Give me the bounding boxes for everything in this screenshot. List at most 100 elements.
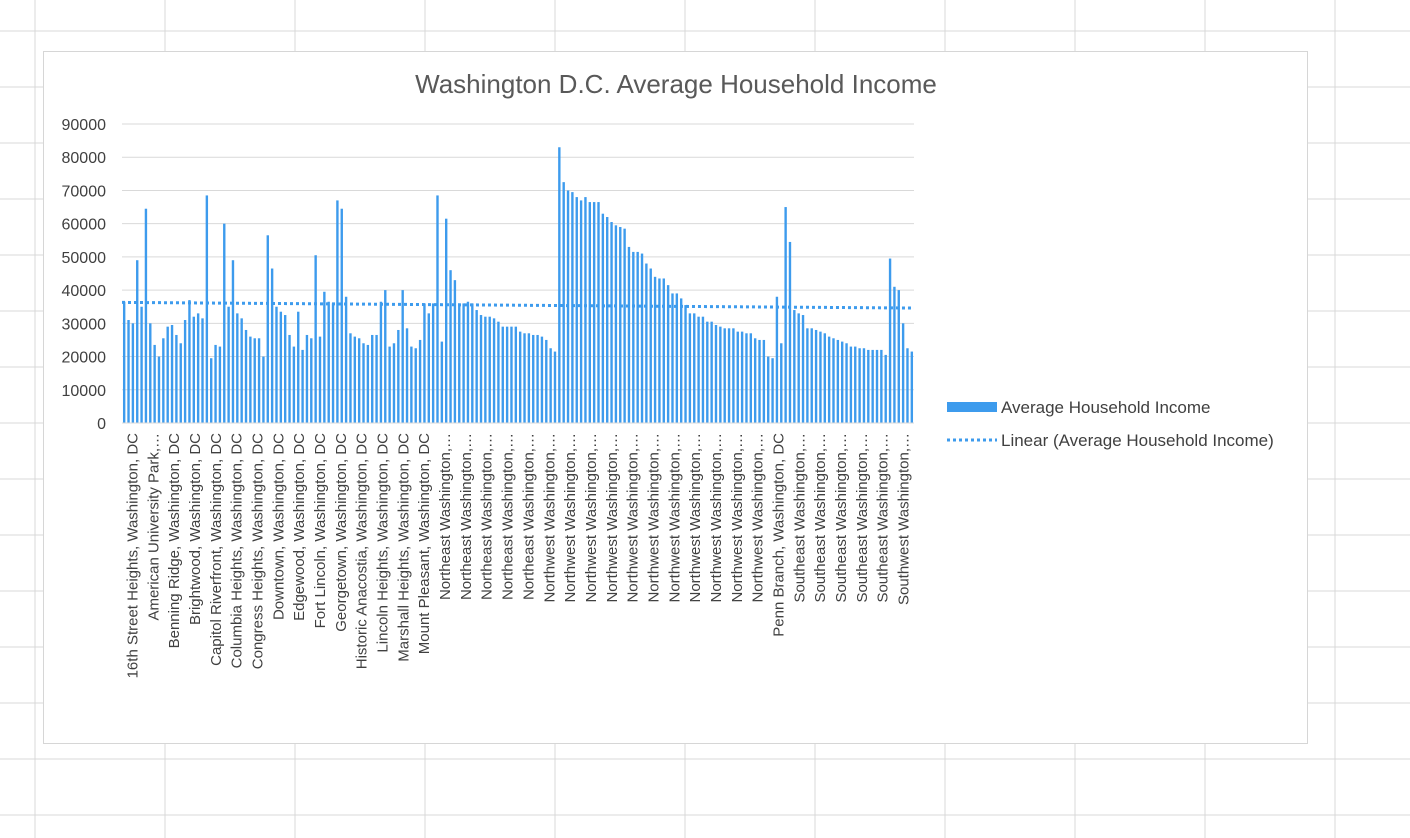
bar (175, 334, 178, 423)
bar (331, 303, 335, 423)
bar (523, 333, 526, 423)
x-category-label: Columbia Heights, Washington, DC (229, 433, 246, 669)
bar (906, 348, 909, 423)
bar (784, 207, 787, 423)
bar (836, 339, 840, 423)
x-category-label: Capitol Riverfront, Washington, DC (208, 433, 225, 666)
bar (270, 268, 274, 423)
bar (710, 321, 713, 423)
bar (736, 331, 739, 423)
legend-swatch-bars (947, 402, 997, 412)
bar (405, 328, 409, 423)
bar (684, 305, 687, 423)
bar (632, 251, 635, 423)
x-category-label: Fort Lincoln, Washington, DC (312, 433, 329, 629)
bar (845, 343, 848, 423)
bar (871, 349, 874, 423)
bar (201, 318, 204, 423)
bar (505, 326, 509, 423)
bar (314, 255, 317, 423)
x-category-label: Brightwood, Washington, DC (187, 433, 204, 625)
bar (140, 306, 143, 423)
chart-area[interactable]: Washington D.C. Average Household Income… (43, 51, 1308, 744)
bar (749, 333, 753, 423)
bar (122, 301, 126, 423)
bar (475, 310, 478, 423)
bar (210, 358, 213, 423)
bar (536, 334, 539, 423)
bar (532, 334, 535, 423)
bar (183, 320, 187, 423)
bar (410, 346, 413, 423)
bar (231, 260, 235, 423)
bar (462, 303, 465, 423)
x-category-label: Georgetown, Washington, DC (333, 433, 350, 632)
bar (771, 358, 774, 423)
y-tick-label: 50000 (62, 250, 107, 267)
bar (227, 306, 230, 423)
bar (658, 278, 661, 423)
bar (479, 315, 483, 423)
bar (706, 321, 709, 423)
x-category-label: Southeast Washington,… (833, 433, 850, 603)
bar (540, 336, 544, 423)
bar (375, 334, 378, 423)
bar (610, 222, 613, 423)
bar (131, 323, 135, 423)
bar-chart: Washington D.C. Average Household Income… (62, 69, 1274, 679)
legend: Average Household Income Linear (Average… (947, 398, 1274, 450)
bar (819, 331, 822, 423)
x-category-label: Southwest Washington,… (896, 433, 913, 605)
bar (862, 348, 866, 423)
x-category-label: Congress Heights, Washington, DC (249, 433, 266, 669)
bar (218, 346, 222, 423)
x-category-label: Northwest Washington,… (604, 433, 621, 603)
bar (841, 341, 844, 423)
bar (149, 323, 152, 423)
bar (901, 323, 905, 423)
bar (188, 300, 191, 423)
bar (127, 320, 130, 423)
bar (745, 333, 748, 423)
bar (283, 315, 287, 423)
bar (166, 326, 169, 423)
bar (893, 286, 896, 423)
bar (797, 313, 800, 423)
x-category-label: Edgewood, Washington, DC (291, 433, 308, 621)
bar (601, 213, 605, 423)
bar (679, 298, 683, 423)
y-tick-label: 40000 (62, 283, 107, 300)
bar (318, 336, 322, 423)
bar (297, 311, 300, 423)
bar (144, 208, 148, 423)
bar (675, 293, 679, 423)
bar (179, 343, 182, 423)
y-tick-label: 10000 (62, 383, 107, 400)
bar (353, 336, 357, 423)
bar (880, 349, 883, 423)
bar (810, 328, 813, 423)
bar (888, 258, 892, 423)
bar (288, 334, 291, 423)
bar (349, 333, 352, 423)
bar (780, 343, 783, 423)
x-category-label: 16th Street Heights, Washington, DC (124, 433, 141, 679)
bar (240, 318, 243, 423)
x-category-label: Southeast Washington,… (875, 433, 892, 603)
bar (392, 343, 396, 423)
bar (636, 251, 639, 423)
bar (157, 356, 161, 423)
bar (488, 316, 491, 423)
bar (592, 202, 596, 423)
y-tick-label: 30000 (62, 316, 107, 333)
bar (336, 200, 339, 423)
bar (445, 218, 448, 423)
bar (501, 326, 504, 423)
bar (453, 280, 457, 423)
bar (466, 301, 470, 423)
bar (767, 356, 770, 423)
x-category-label: Northwest Washington,… (583, 433, 600, 603)
bar (244, 329, 248, 423)
bar (327, 301, 330, 423)
bar (867, 349, 870, 423)
